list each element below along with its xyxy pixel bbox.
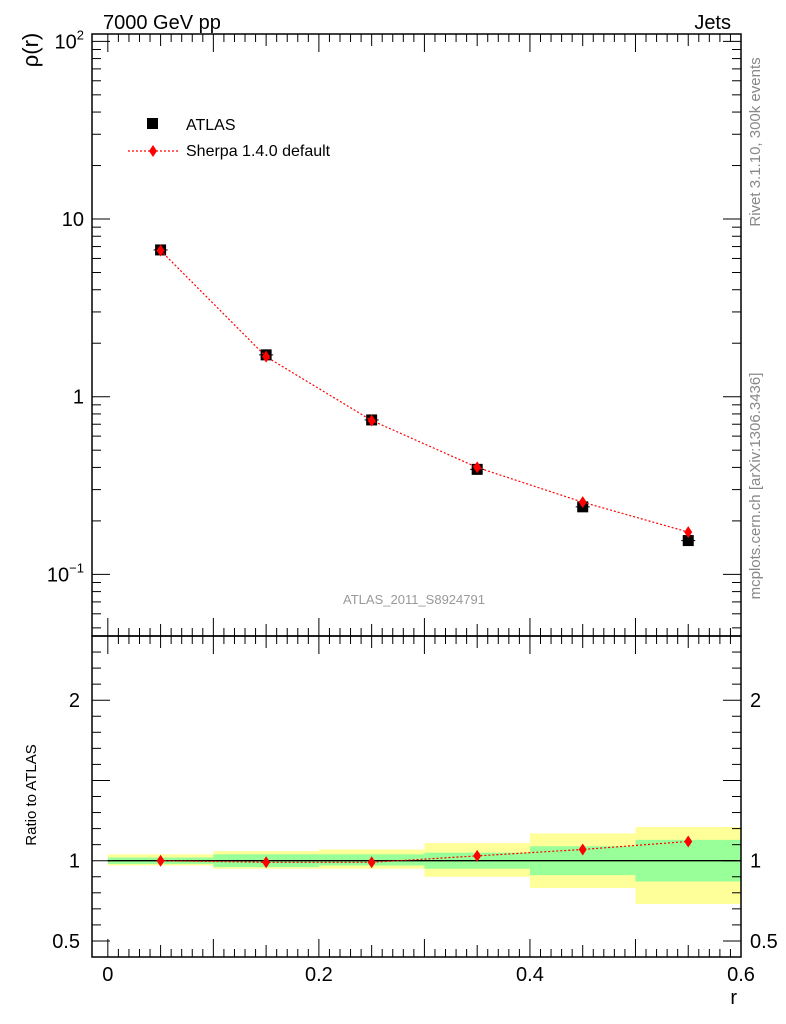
- ratio-sherpa-point: [262, 856, 271, 869]
- sherpa-data-point: [262, 350, 271, 363]
- side-label-rivet: Rivet 3.1.10, 300k events: [747, 57, 764, 226]
- sherpa-line: [160, 250, 689, 533]
- watermark: ATLAS_2011_S8924791: [343, 592, 485, 607]
- header-left: 7000 GeV pp: [103, 12, 221, 34]
- ratio-sherpa-line: [160, 840, 689, 863]
- ratio-sherpa-point: [156, 854, 165, 867]
- legend-label-atlas: ATLAS: [186, 117, 236, 134]
- main-y-tick-label: 10−1: [47, 560, 84, 586]
- ratio-y-tick-label-right: 1: [750, 851, 761, 873]
- ratio-y-tick-label-left: 2: [69, 690, 80, 712]
- main-y-tick-label: 102: [55, 27, 84, 53]
- ratio-y-axis-label: Ratio to ATLAS: [23, 744, 40, 845]
- atlas-data-point: [682, 535, 694, 547]
- ratio-plot-frame: [91, 635, 742, 958]
- sherpa-data-point: [156, 244, 165, 257]
- legend-label-sherpa: Sherpa 1.4.0 default: [186, 143, 331, 160]
- main-y-tick-label: 1: [73, 387, 84, 409]
- x-tick-label: 0.2: [305, 964, 333, 986]
- x-tick-label: 0.6: [727, 964, 755, 986]
- legend-marker-atlas: [147, 118, 158, 129]
- ratio-sherpa-point: [578, 843, 587, 856]
- ratio-panel: 0 0.2 0.4 0.6 2 2 1 1 0.5 0.5: [52, 635, 778, 986]
- ratio-sherpa-point: [367, 856, 376, 869]
- ratio-y-tick-label-left: 0.5: [52, 931, 80, 953]
- side-label-mcplots: mcplots.cern.ch [arXiv:1306.3436]: [747, 373, 764, 600]
- ratio-sherpa-point: [684, 835, 693, 848]
- x-tick-label: 0: [102, 964, 113, 986]
- x-tick-label: 0.4: [516, 964, 544, 986]
- header-right: Jets: [694, 12, 731, 34]
- sherpa-data-point: [578, 496, 587, 509]
- x-axis-label: r: [730, 987, 737, 1009]
- ratio-y-tick-label-right: 0.5: [750, 931, 778, 953]
- y-axis-label: ρ(r): [18, 33, 43, 68]
- legend-marker-sherpa: [149, 145, 157, 157]
- ratio-y-tick-label-left: 1: [69, 851, 80, 873]
- ratio-y-tick-label-right: 2: [750, 690, 761, 712]
- sherpa-data-point: [473, 461, 482, 474]
- ratio-sherpa-point: [473, 849, 482, 862]
- sherpa-data-point: [684, 526, 693, 539]
- main-y-tick-label: 10: [62, 209, 84, 231]
- sherpa-data-point: [367, 414, 376, 427]
